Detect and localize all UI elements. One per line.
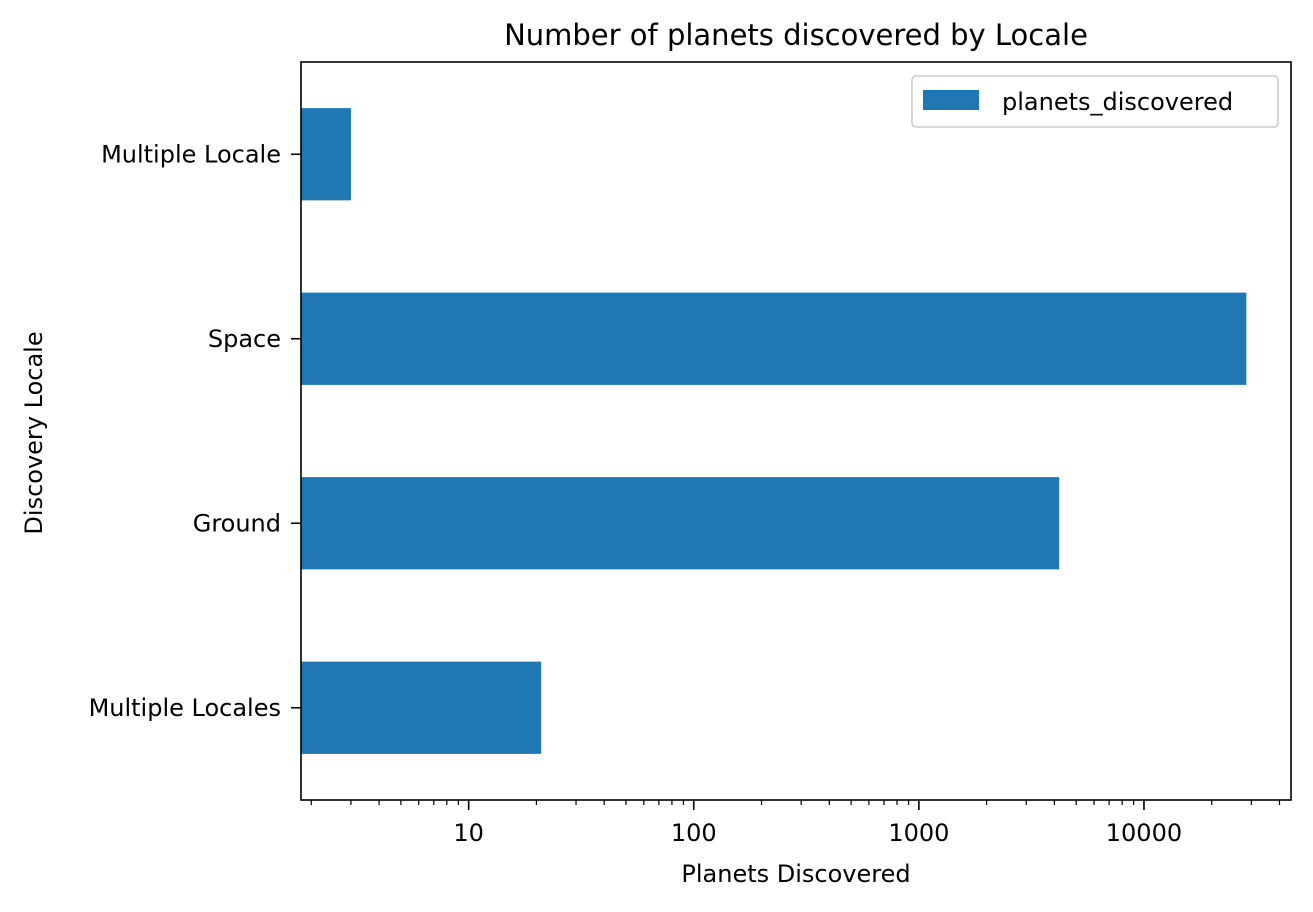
y-tick-label: Space	[208, 325, 281, 353]
x-axis-ticks: 10 100 1000 10000	[310, 800, 1281, 847]
plot-frame	[300, 61, 1292, 801]
legend-box	[911, 75, 1279, 128]
x-tick-label: 100	[671, 819, 717, 847]
legend: planets_discovered	[911, 75, 1279, 128]
x-tick-label: 1000	[888, 819, 949, 847]
x-tick-label: 10	[453, 819, 484, 847]
bar-ground	[301, 477, 1060, 570]
y-tick-label: Multiple Locale	[101, 140, 281, 168]
bar-multiple-locale	[301, 108, 351, 201]
x-axis-title: Planets Discovered	[681, 860, 910, 888]
bar-multiple-locales	[301, 661, 542, 754]
y-axis-title: Discovery Locale	[20, 331, 48, 534]
bar-space	[301, 292, 1247, 385]
legend-swatch	[923, 90, 979, 110]
y-axis-ticks: Multiple Locales Ground Space Multiple Loca…	[89, 140, 301, 722]
y-tick-label: Multiple Locales	[89, 694, 281, 722]
chart-title: Number of planets discovered by Locale	[504, 18, 1088, 52]
x-tick-label: 10000	[1106, 819, 1182, 847]
legend-label: planets_discovered	[1002, 88, 1233, 116]
bars-group	[301, 108, 1247, 754]
y-tick-label: Ground	[193, 509, 281, 537]
